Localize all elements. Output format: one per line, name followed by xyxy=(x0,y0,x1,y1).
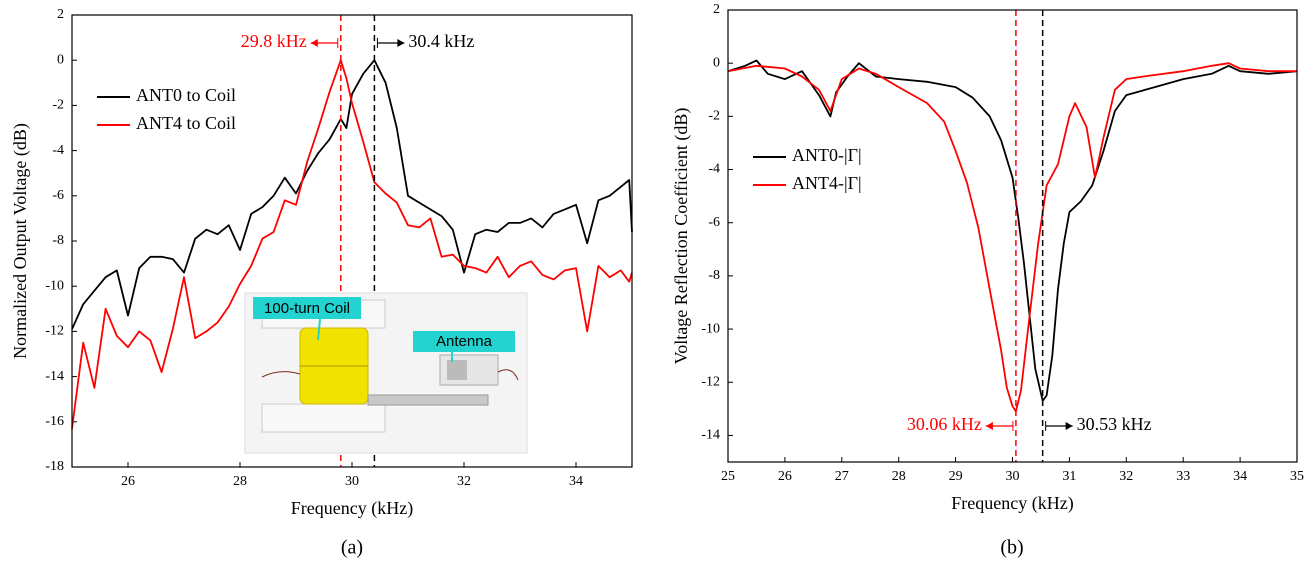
plot-frame xyxy=(727,9,1298,463)
y-tick-label: -8 xyxy=(52,233,64,248)
x-tick-label: 31 xyxy=(1062,469,1076,484)
y-tick-label: 2 xyxy=(57,7,64,22)
x-tick-label: 30 xyxy=(345,474,359,489)
x-tick-label: 30 xyxy=(1006,469,1020,484)
marker-label: 30.53 kHz xyxy=(1077,414,1152,434)
ruler xyxy=(367,394,489,406)
y-tick-label: -16 xyxy=(45,414,64,429)
y-tick-label: -8 xyxy=(708,268,720,283)
marker-label: 30.06 kHz xyxy=(907,414,982,434)
x-tick-label: 32 xyxy=(1119,469,1133,484)
inset-label: Antenna xyxy=(436,333,493,350)
legend-label: ANT0 to Coil xyxy=(136,85,236,105)
legend-label: ANT0-|Γ| xyxy=(792,145,862,165)
y-tick-label: 0 xyxy=(57,52,64,67)
marker-arrowhead xyxy=(1065,422,1073,430)
y-tick-label: -14 xyxy=(701,428,720,443)
legend-label: ANT4-|Γ| xyxy=(792,173,862,193)
series-line xyxy=(71,59,633,429)
marker-arrowhead xyxy=(985,422,993,430)
x-tick-label: 26 xyxy=(121,474,135,489)
series-line xyxy=(727,62,1297,413)
wires xyxy=(261,369,519,381)
x-axis-label: Frequency (kHz) xyxy=(291,498,413,519)
x-tick-label: 26 xyxy=(778,469,792,484)
y-tick-label: -14 xyxy=(45,369,64,384)
x-tick-label: 34 xyxy=(569,474,583,489)
x-tick-label: 29 xyxy=(949,469,963,484)
y-tick-label: -12 xyxy=(701,374,720,389)
x-axis-label: Frequency (kHz) xyxy=(951,493,1073,514)
y-axis-label: Normalized Output Voltage (dB) xyxy=(10,123,31,359)
y-tick-label: -4 xyxy=(708,162,720,177)
y-tick-label: -2 xyxy=(52,98,64,113)
marker-arrowhead xyxy=(310,39,318,47)
x-tick-label: 35 xyxy=(1290,469,1304,484)
inset-label: 100-turn Coil xyxy=(264,300,350,317)
plot-frame xyxy=(71,14,633,468)
x-tick-label: 34 xyxy=(1233,469,1247,484)
x-tick-label: 25 xyxy=(721,469,735,484)
coil-label-box xyxy=(253,297,361,319)
y-tick-label: -6 xyxy=(52,188,64,203)
y-tick-label: -10 xyxy=(701,321,720,336)
y-tick-label: -10 xyxy=(45,278,64,293)
y-tick-label: 2 xyxy=(713,2,720,17)
legend-label: ANT4 to Coil xyxy=(136,113,236,133)
coil-holder-bottom xyxy=(261,403,386,433)
x-tick-label: 32 xyxy=(457,474,471,489)
y-tick-label: -4 xyxy=(52,143,64,158)
y-tick-label: -12 xyxy=(45,324,64,339)
caption: (b) xyxy=(1000,537,1023,559)
y-tick-label: 0 xyxy=(713,55,720,70)
coil-pointer xyxy=(317,318,321,341)
series-line xyxy=(71,59,633,330)
x-tick-label: 28 xyxy=(892,469,906,484)
marker-arrowhead xyxy=(397,39,405,47)
y-tick-label: -18 xyxy=(45,459,64,474)
y-tick-label: -2 xyxy=(708,109,720,124)
y-axis-label: Voltage Reflection Coefficient (dB) xyxy=(671,108,692,365)
caption: (a) xyxy=(341,537,363,559)
antenna-core xyxy=(447,360,467,380)
antenna-label-box xyxy=(413,331,515,352)
inset-photo: 100-turn Coil Antenna xyxy=(244,292,528,454)
x-tick-label: 28 xyxy=(233,474,247,489)
marker-label: 29.8 kHz xyxy=(241,31,307,51)
series-line xyxy=(727,59,1298,402)
x-tick-label: 27 xyxy=(835,469,849,484)
y-tick-label: -6 xyxy=(708,215,720,230)
marker-label: 30.4 kHz xyxy=(408,31,474,51)
x-tick-label: 33 xyxy=(1176,469,1190,484)
